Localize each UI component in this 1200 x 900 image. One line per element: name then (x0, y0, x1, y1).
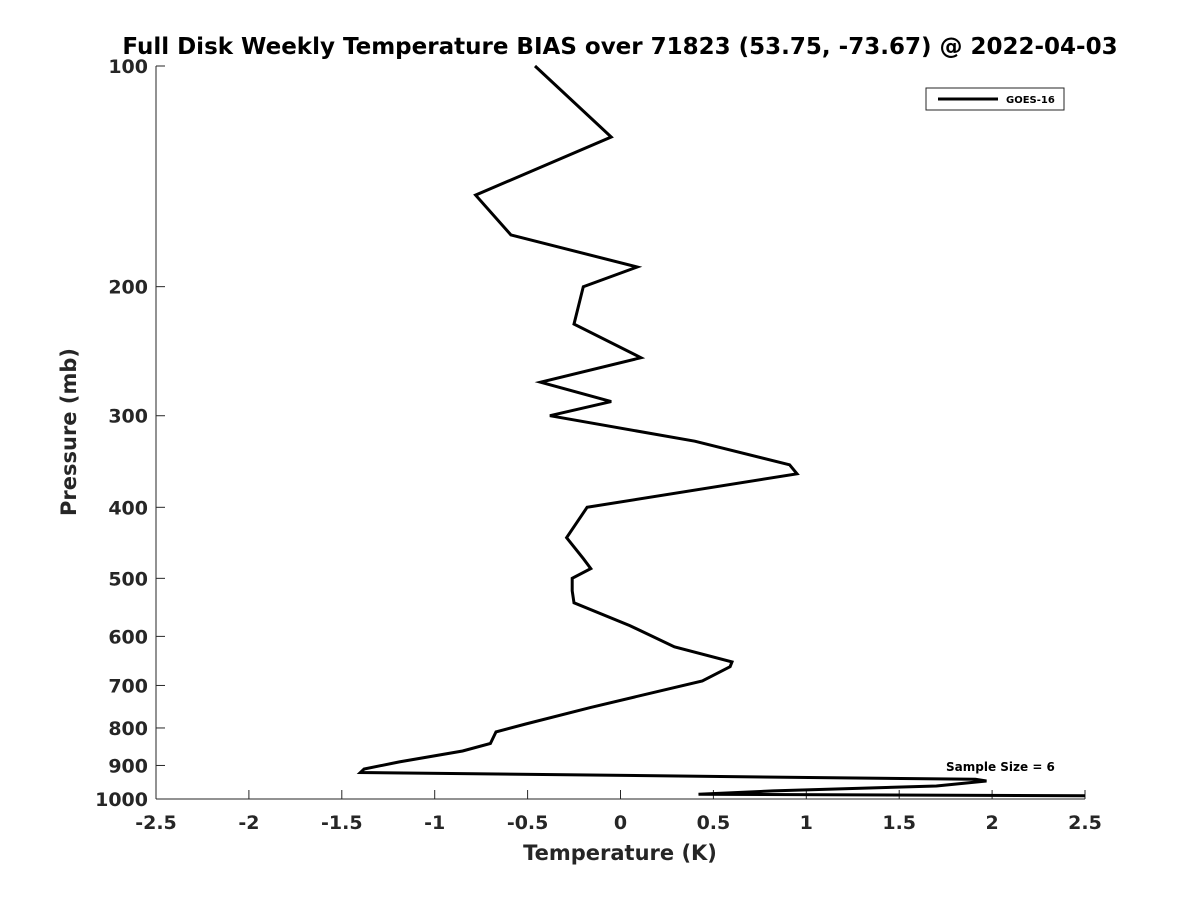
x-tick-label: 1 (800, 812, 813, 834)
y-tick-label: 300 (108, 406, 148, 428)
legend-label-goes-16: GOES-16 (1006, 95, 1055, 106)
x-tick-label: 2.5 (1068, 812, 1102, 834)
x-tick-label: -2 (238, 812, 259, 834)
x-tick-label: -1 (424, 812, 445, 834)
x-tick-label: -0.5 (507, 812, 549, 834)
y-tick-label: 900 (108, 755, 148, 777)
legend: GOES-16 (925, 87, 1065, 111)
y-axis-label: Pressure (mb) (57, 348, 81, 516)
y-tick-label: 500 (108, 568, 148, 590)
series-line-goes-16 (356, 64, 1086, 798)
y-tick-label: 400 (108, 497, 148, 519)
axes: -2.5 -2 -1.5 -1 -0.5 0 0.5 1 1.5 2 2.5 100 200 300 400… (95, 56, 1102, 834)
x-tick-label: 0 (614, 812, 627, 834)
y-tick-label: 700 (108, 675, 148, 697)
y-tick-label: 800 (108, 718, 148, 740)
y-tick-label: 1000 (95, 789, 148, 811)
x-tick-label: 1.5 (882, 812, 916, 834)
x-tick-label: 2 (985, 812, 998, 834)
x-tick-label: 0.5 (697, 812, 731, 834)
x-tick-label: -2.5 (135, 812, 177, 834)
x-axis-label: Temperature (K) (523, 841, 717, 865)
y-tick-label: 100 (108, 56, 148, 78)
series-group (356, 64, 1086, 798)
y-tick-label: 600 (108, 626, 148, 648)
chart-title: Full Disk Weekly Temperature BIAS over 7… (122, 34, 1117, 60)
x-tick-label: -1.5 (321, 812, 363, 834)
sample-size-annotation: Sample Size = 6 (946, 760, 1055, 774)
y-tick-label: 200 (108, 277, 148, 299)
